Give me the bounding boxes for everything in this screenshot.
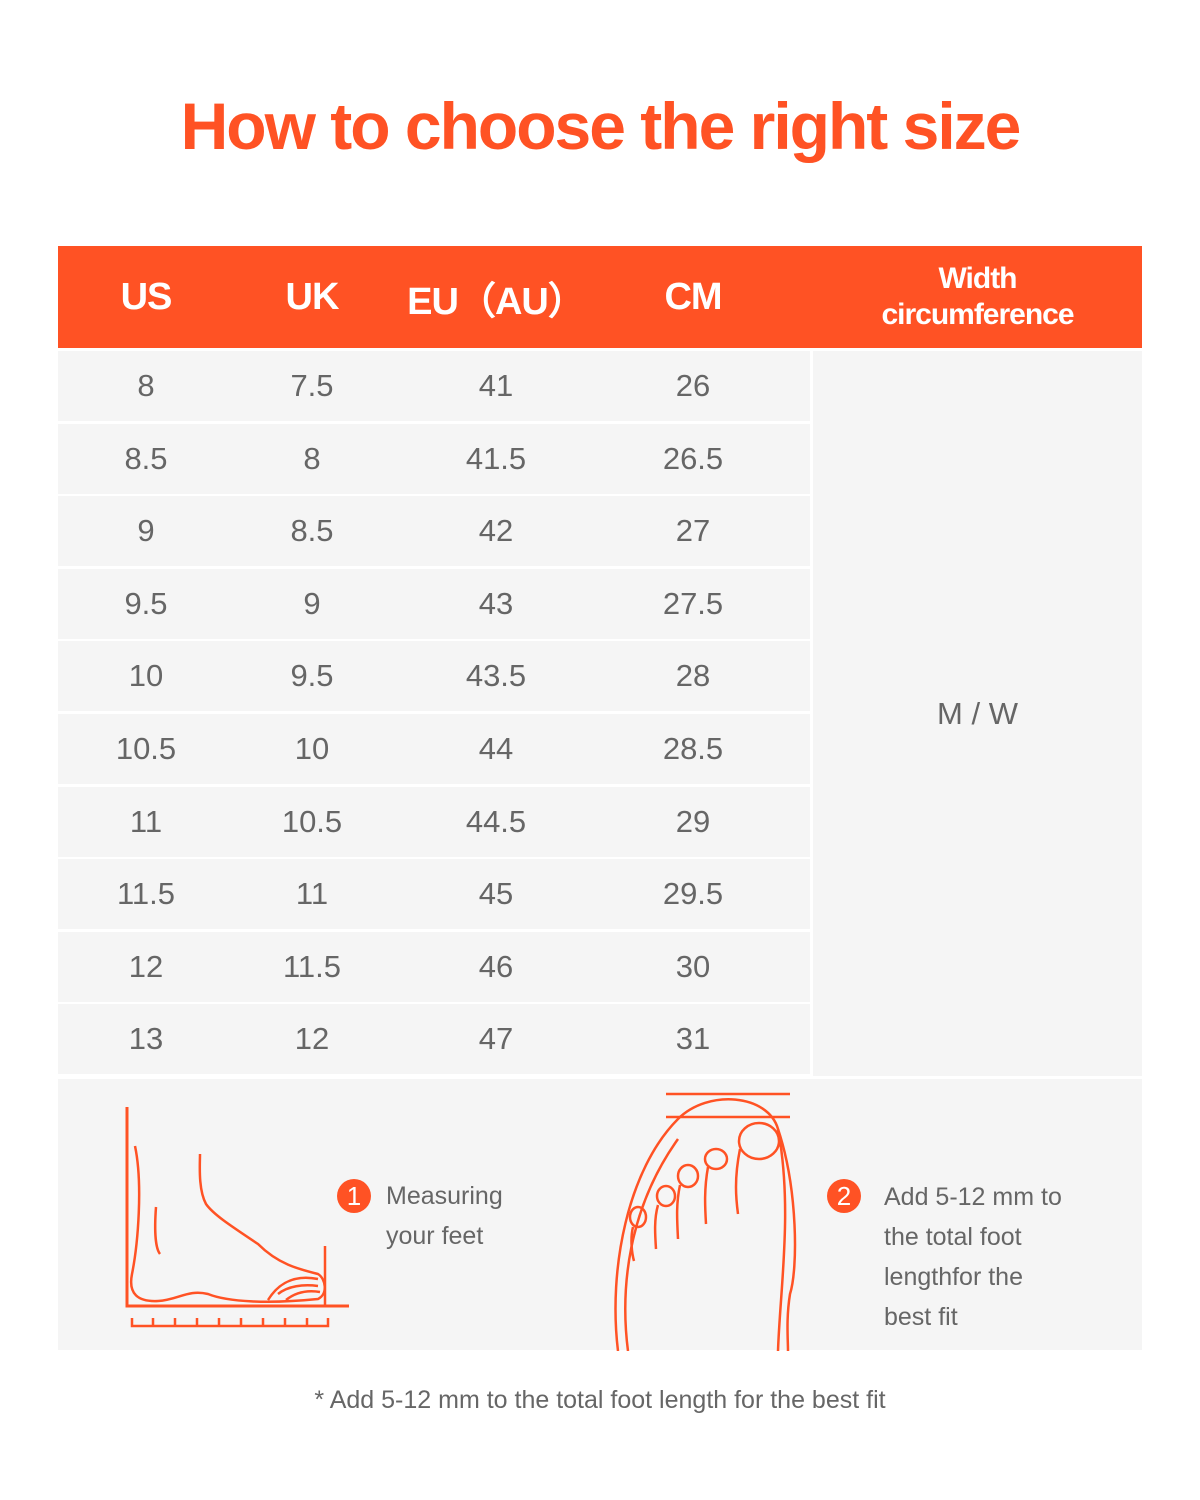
step-2-number: 2 [827,1179,861,1213]
step-2-text: Add 5-12 mm to the total foot lengthfor … [884,1177,1062,1337]
cell-cm: 26 [675,368,711,403]
table-row: 13 12 47 31 [58,1004,810,1075]
cell-uk: 7.5 [290,368,334,403]
cell-uk: 9 [303,585,321,621]
header-width-circumference: Width circumference [813,246,1142,348]
table-row: 11 10.5 44.5 29 [58,786,810,857]
cell-uk: 8.5 [290,513,334,549]
table-row: 11.5 11 45 29.5 [58,859,810,930]
cell-us: 9.5 [124,585,168,621]
header-us: US [120,275,173,318]
step-1-line: your feet [386,1222,484,1250]
cell-cm: 28.5 [662,731,724,766]
step-1-number: 1 [337,1179,371,1213]
cell-uk: 9.5 [290,658,334,694]
cell-eu: 46 [478,948,514,984]
measurement-guide: 1 Measuring your feet 2 Add 5-12 mm to t… [58,1079,1142,1351]
cell-uk: 11.5 [282,948,342,984]
table-row: 10.5 10 44 28.5 [58,714,810,784]
cell-cm: 27.5 [662,585,724,621]
step-1-line: Measuring [386,1182,503,1210]
cell-uk: 11 [295,876,329,912]
table-row: 9 8.5 42 27 [58,496,810,567]
cell-eu: 43 [478,585,514,621]
table-row: 10 9.5 43.5 28 [58,641,810,712]
cell-us: 11.5 [116,876,176,912]
cell-uk: 8 [303,440,321,476]
cell-cm: 28 [675,658,711,694]
step-2-line: the total foot [884,1223,1022,1251]
header-width-line2: circumference [881,298,1074,331]
cell-eu: 44 [478,731,514,766]
cell-cm: 29 [675,803,711,839]
table-row: 8.5 8 41.5 26.5 [58,423,810,494]
cell-us: 8 [137,368,155,403]
cell-eu: 41 [478,368,514,403]
step-2-line: best fit [884,1303,958,1331]
cell-uk: 12 [294,1021,330,1057]
page-title: How to choose the right size [180,89,1022,163]
cell-us: 8.5 [124,440,168,476]
table-row: 9.5 9 43 27.5 [58,568,810,639]
cell-cm: 31 [675,1021,711,1057]
cell-eu: 43.5 [465,658,527,694]
step-2-line: Add 5-12 mm to [884,1183,1062,1211]
header-uk: UK [285,275,340,318]
cell-eu: 47 [478,1021,514,1057]
cell-uk: 10.5 [281,803,343,839]
cell-us: 9 [137,513,155,549]
foot-top-illustration-icon [614,1092,797,1351]
cell-eu: 44.5 [465,803,527,839]
cell-eu: 45 [478,876,514,912]
width-value: M / W [813,351,1142,1076]
header-width-line1: Width [938,262,1017,295]
cell-cm: 29.5 [662,876,724,912]
cell-cm: 26.5 [662,440,724,476]
cell-us: 12 [128,948,164,984]
cell-us: 10 [128,658,164,694]
foot-side-illustration-icon [125,1107,349,1328]
cell-us: 10.5 [115,731,177,766]
footnote: * Add 5-12 mm to the total foot length f… [314,1386,886,1414]
table-row: 12 11.5 46 30 [58,931,810,1002]
header-cm: CM [664,275,722,318]
table-header: US UK EU（AU） CM Width circumference [58,246,1142,348]
table-row: 8 7.5 41 26 [58,351,810,421]
cell-eu: 41.5 [465,440,527,476]
cell-us: 13 [128,1021,164,1057]
cell-eu: 42 [478,513,514,549]
cell-cm: 27 [675,513,711,549]
step-2-line: lengthfor the [884,1263,1023,1291]
cell-cm: 30 [675,948,711,984]
cell-uk: 10 [294,731,330,766]
header-eu-au: EU（AU） [407,280,586,323]
step-1-text: Measuring your feet [386,1176,503,1256]
cell-us: 11 [129,803,163,839]
